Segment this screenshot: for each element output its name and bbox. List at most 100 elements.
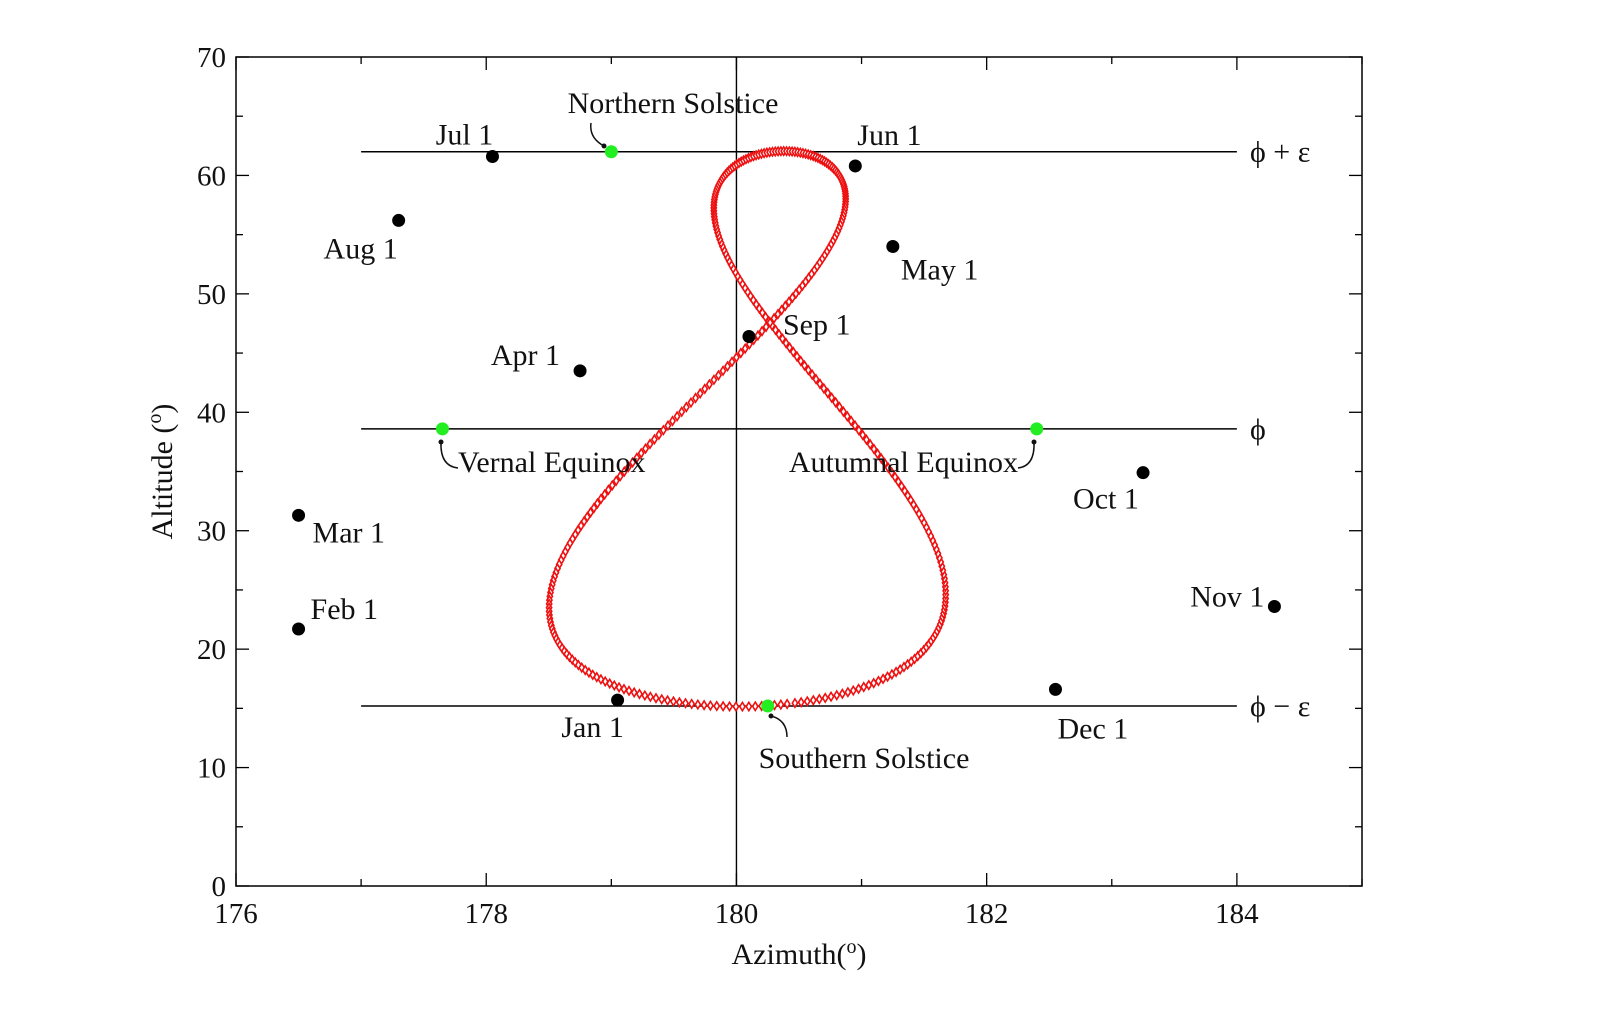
analemma-point [778, 304, 786, 316]
analemma-point [694, 698, 702, 711]
analemma-point [615, 681, 623, 694]
analemma-point [778, 332, 787, 345]
analemma-point [762, 321, 770, 333]
analemma-point [668, 415, 677, 427]
arrow-head [768, 713, 774, 719]
month-point [573, 364, 587, 378]
arrow-head [438, 439, 444, 445]
analemma-point [714, 369, 723, 382]
analemma-point [681, 697, 690, 709]
key-point [761, 699, 775, 713]
x-tick-label: 182 [965, 898, 1009, 930]
analemma-point [719, 700, 727, 712]
month-label: Apr 1 [491, 339, 560, 372]
analemma-point [604, 484, 612, 496]
analemma-point [581, 664, 589, 676]
analemma-point [664, 694, 672, 707]
month-label: Aug 1 [324, 232, 398, 265]
analemma-point [659, 424, 667, 436]
analemma-point [797, 696, 805, 708]
analemma-point [601, 488, 609, 501]
y-tick-label: 40 [197, 397, 226, 429]
analemma-point [838, 688, 846, 700]
analemma-point [687, 396, 695, 409]
analemma-point [774, 308, 782, 320]
analemma-point [783, 698, 791, 710]
analemma-point [700, 699, 708, 711]
analemma-point [723, 360, 732, 373]
analemma-point [870, 443, 878, 455]
analemma-point [791, 697, 799, 709]
annotation-arrow [590, 122, 605, 147]
month-label: Nov 1 [1190, 581, 1264, 614]
analemma-point [855, 683, 863, 695]
analemma-point [732, 351, 740, 364]
analemma-point [865, 679, 873, 691]
analemma-point [706, 699, 714, 712]
month-label: Sep 1 [783, 308, 851, 341]
analemma-point [732, 700, 740, 713]
key-point-label: Autumnal Equinox [789, 446, 1018, 479]
analemma-point [812, 373, 820, 385]
analemma-point [642, 442, 650, 455]
month-point [611, 693, 625, 707]
y-tick-label: 30 [197, 516, 226, 548]
y-tick-label: 60 [197, 160, 226, 192]
analemma-point [881, 457, 889, 469]
analemma-point [839, 405, 847, 418]
x-tick-label: 176 [214, 898, 258, 930]
analemma-point [824, 387, 832, 399]
y-tick-label: 50 [197, 279, 226, 311]
analemma-point [833, 689, 841, 701]
analemma-point [797, 355, 805, 367]
month-point [292, 622, 306, 636]
analemma-point [888, 466, 896, 479]
analemma-point [646, 438, 654, 450]
month-label: Oct 1 [1073, 483, 1139, 516]
y-tick-label: 70 [197, 42, 226, 74]
analemma-point [844, 686, 852, 698]
month-label: Feb 1 [311, 593, 379, 626]
analemma-point [832, 396, 840, 409]
analemma-point [849, 684, 857, 697]
key-point-label: Northern Solstice [568, 87, 779, 120]
analemma-point [585, 666, 593, 679]
analemma-point [673, 410, 681, 423]
analemma-point [843, 410, 851, 423]
analemma-point [725, 700, 734, 713]
analemma-point [827, 690, 835, 703]
analemma-point [629, 456, 637, 469]
reference-line-label: ϕ − ε [1250, 690, 1310, 723]
analemma-point [859, 429, 867, 441]
month-label: Jul 1 [436, 118, 494, 151]
analemma-point [616, 470, 624, 482]
analemma-point [688, 698, 696, 710]
analemma-point [793, 350, 801, 363]
month-point [392, 213, 406, 227]
analemma-point [650, 433, 658, 446]
key-point [435, 422, 449, 436]
annotation-arrow [1017, 441, 1035, 469]
analemma-point [809, 694, 817, 706]
analemma-point [891, 471, 899, 483]
analemma-point [737, 347, 745, 359]
arrow-head [1031, 439, 1037, 445]
month-label: Jan 1 [561, 711, 624, 744]
analemma-point [678, 406, 686, 418]
x-axis-title: Azimuth(o) [732, 936, 867, 971]
analemma-point [816, 378, 824, 390]
analemma-point [782, 337, 790, 349]
analemma-point [877, 452, 885, 465]
analemma-point [894, 475, 902, 488]
analemma-point [713, 700, 721, 712]
key-point-label: Vernal Equinox [458, 446, 645, 479]
y-tick-label: 10 [197, 753, 226, 785]
analemma-point [758, 325, 766, 337]
analemma-point [589, 669, 597, 681]
key-point-label: Southern Solstice [759, 742, 970, 775]
analemma-point [601, 675, 609, 688]
analemma-point [612, 475, 620, 487]
analemma-point [777, 698, 785, 711]
analemma-point [635, 688, 644, 700]
analemma-point [620, 465, 628, 478]
